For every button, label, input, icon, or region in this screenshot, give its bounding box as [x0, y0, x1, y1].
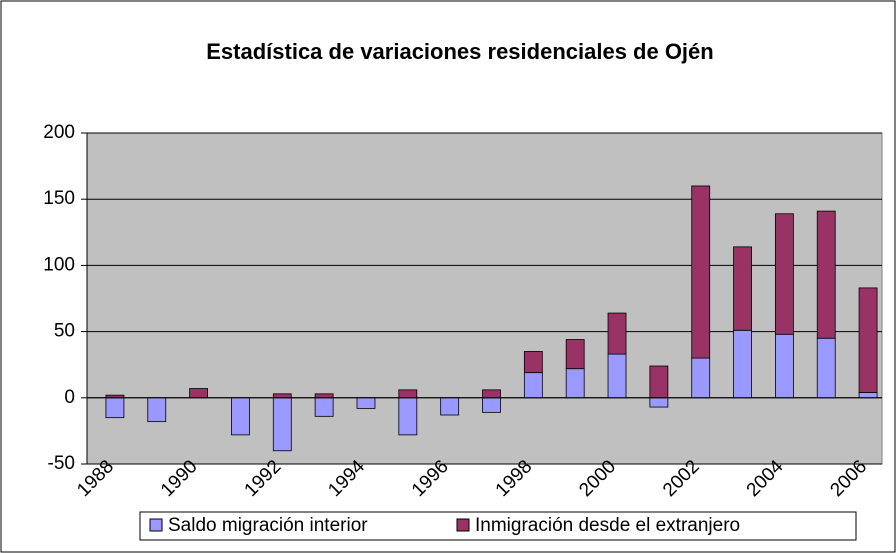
y-tick-label: -50	[48, 453, 75, 474]
legend-box	[139, 511, 857, 541]
bar	[774, 213, 794, 335]
legend-label: Saldo migración interior	[168, 515, 368, 536]
chart-title: Estadística de variaciones residenciales…	[206, 39, 713, 64]
y-tick-label: 150	[43, 188, 75, 209]
bar	[607, 312, 627, 355]
bar	[691, 185, 711, 359]
bar	[440, 397, 460, 416]
legend-swatch	[456, 518, 470, 532]
bar	[189, 388, 209, 399]
bar	[523, 351, 543, 374]
bar	[105, 397, 125, 419]
bar	[733, 246, 752, 331]
bar	[774, 333, 794, 399]
bar	[272, 397, 292, 452]
bar	[482, 389, 501, 399]
legend-swatch	[149, 518, 163, 532]
y-tick-label: 100	[43, 254, 75, 275]
bar	[356, 397, 376, 409]
bar	[607, 353, 627, 399]
bar	[147, 397, 167, 423]
bar	[565, 368, 585, 399]
bar	[231, 397, 250, 436]
bar	[398, 397, 418, 436]
bar	[816, 337, 836, 399]
bar	[649, 365, 669, 399]
bar	[691, 357, 711, 399]
bar	[565, 339, 585, 370]
bar	[649, 397, 669, 408]
y-tick-label: 50	[54, 321, 75, 342]
bar	[523, 372, 543, 399]
bar	[858, 287, 878, 393]
bar	[314, 397, 334, 417]
bar	[272, 393, 292, 399]
y-tick-label: 200	[43, 122, 75, 143]
bar	[482, 397, 501, 413]
bar	[398, 389, 418, 399]
plot-background	[86, 132, 883, 465]
y-tick-label: 0	[64, 387, 75, 408]
bar	[733, 329, 752, 399]
bar	[816, 210, 836, 339]
bar	[858, 392, 878, 399]
legend-label: Inmigración desde el extranjero	[475, 515, 740, 536]
bar	[314, 393, 334, 399]
